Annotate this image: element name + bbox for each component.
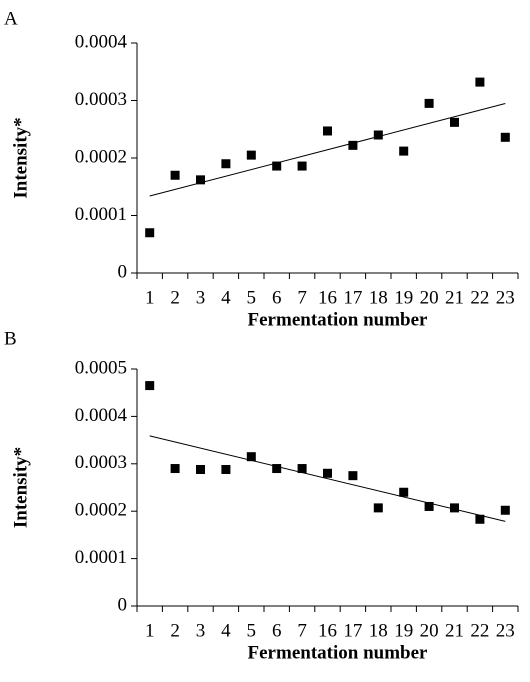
y-tick-label: 0.0003 [75,452,127,473]
point [373,503,383,513]
x-tick-label: 20 [420,287,439,308]
point [170,464,180,474]
x-tick-label: 22 [470,287,489,308]
x-tick-label: 19 [394,287,413,308]
y-tick-label: 0.0004 [75,405,128,426]
x-tick-label: 18 [369,620,388,641]
point [323,468,332,478]
x-tick-label: 5 [247,620,257,641]
point [145,381,155,391]
x-tick-label: 16 [318,287,337,308]
point [323,126,332,136]
x-axis-title: Fermentation number [248,642,429,663]
point [500,132,510,142]
x-tick-label: 1 [145,620,155,641]
panel-label: B [4,328,17,349]
point [221,464,231,474]
x-tick-label: 2 [170,287,180,308]
x-tick-label: 3 [196,287,206,308]
point [348,140,358,150]
y-axis-title: Intensity* [10,447,31,528]
point [196,464,205,474]
x-tick-label: 7 [297,287,307,308]
point [272,464,282,474]
point [297,161,307,171]
trendline [149,103,506,197]
point [450,117,459,127]
point [424,501,434,511]
y-tick-label: 0 [118,594,128,615]
point [399,487,409,497]
point [424,98,434,108]
y-tick-label: 0.0002 [75,146,127,167]
point [221,159,231,169]
x-tick-label: 19 [394,620,413,641]
point [297,464,307,474]
x-tick-label: 6 [272,620,282,641]
y-tick-label: 0 [118,261,128,282]
y-tick-label: 0.0002 [75,500,127,521]
trendline [149,435,506,522]
point [348,471,358,481]
x-tick-label: 4 [221,620,231,641]
point [475,514,485,524]
y-axis-title: Intensity* [10,117,31,198]
x-tick-label: 18 [369,287,388,308]
y-tick-label: 0.0004 [75,31,128,52]
x-tick-label: 22 [470,620,489,641]
x-tick-label: 5 [247,287,257,308]
x-tick-label: 17 [343,287,362,308]
point [170,170,180,180]
x-tick-label: 2 [170,620,180,641]
y-tick-label: 0.0001 [75,547,127,568]
point [145,228,155,238]
x-tick-label: 1 [145,287,155,308]
point [500,505,510,515]
x-tick-label: 21 [445,620,464,641]
point [450,503,459,513]
x-tick-label: 17 [343,620,362,641]
y-tick-label: 0.0001 [75,204,127,225]
point [475,77,485,87]
x-tick-label: 16 [318,620,337,641]
x-axis-title: Fermentation number [248,309,429,330]
x-tick-label: 3 [196,620,206,641]
x-tick-label: 6 [272,287,282,308]
x-tick-label: 7 [297,620,307,641]
y-tick-label: 0.0003 [75,89,127,110]
point [373,130,383,140]
x-tick-label: 23 [496,287,515,308]
panel-label: A [4,8,18,29]
point [246,452,256,462]
point [246,150,256,160]
x-tick-label: 21 [445,287,464,308]
y-tick-label: 0.0005 [75,357,127,378]
x-tick-label: 4 [221,287,231,308]
point [399,146,409,156]
point [196,175,205,185]
point [272,161,282,171]
x-tick-label: 23 [496,620,515,641]
x-tick-label: 20 [420,620,439,641]
